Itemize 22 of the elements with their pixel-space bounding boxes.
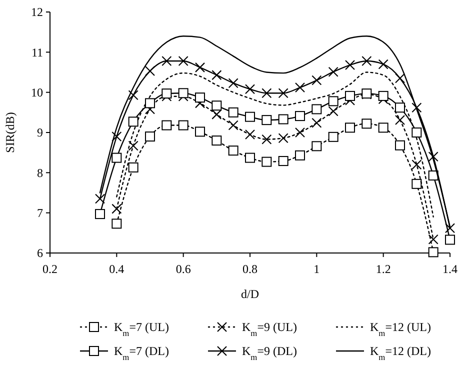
y-tick-label: 11 [31,45,43,60]
y-tick-label: 9 [37,126,43,140]
y-tick-label: 10 [31,86,43,100]
y-tick-label: 6 [37,246,43,260]
x-tick-label: 1 [314,262,320,276]
x-tick-label: 0.2 [42,262,58,276]
legend-label: K$_{m}$=9 (UL) [242,320,297,338]
x-tick-label: 0.8 [242,262,258,276]
x-tick-label: 1.2 [376,262,391,276]
y-tick-label: 12 [31,5,43,20]
legend-label: K$_{m}$=7 (UL) [114,320,169,338]
y-axis-title: SIR(dB) [3,112,17,153]
legend-label: K$_{m}$=9 (DL) [242,344,297,362]
y-tick-label: 7 [37,206,43,220]
legend-label: K$_{m}$=12 (UL) [370,320,431,338]
legend-label: K$_{m}$=12 (DL) [370,344,431,362]
y-tick-label: 8 [37,166,43,180]
x-axis-title: d/D [241,287,260,301]
x-tick-label: 0.6 [176,262,191,276]
legend-label: K$_{m}$=7 (DL) [114,344,169,362]
x-tick-label: 0.4 [109,262,124,276]
x-tick-label: 1.4 [442,262,458,276]
